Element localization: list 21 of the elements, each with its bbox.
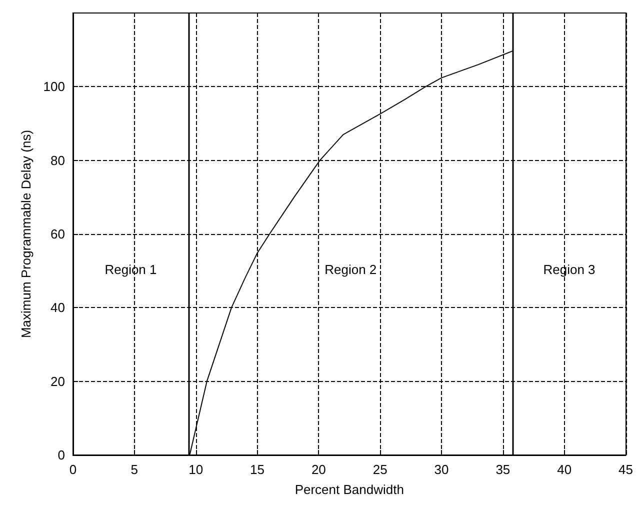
annotation: Region 1 — [104, 262, 157, 277]
x-tick-label: 20 — [311, 462, 326, 477]
y-tick-label: 100 — [43, 79, 65, 94]
x-tick-label: 15 — [250, 462, 264, 477]
y-tick-label: 40 — [50, 300, 65, 316]
x-tick-label: 5 — [130, 462, 138, 477]
x-axis-title: Percent Bandwidth — [294, 482, 404, 497]
annotation: Region 3 — [543, 262, 596, 277]
y-tick-label: 60 — [50, 226, 65, 242]
x-tick-label: 10 — [188, 462, 204, 477]
y-tick-label: 20 — [50, 374, 65, 389]
x-tick-label: 30 — [434, 462, 449, 477]
x-tick-label: 25 — [372, 462, 388, 477]
x-tick-label: 35 — [496, 462, 510, 477]
x-tick-label: 40 — [557, 462, 572, 477]
x-tick-label: 0 — [69, 462, 77, 477]
y-tick-label: 0 — [58, 448, 65, 462]
y-axis-title: Maximum Programmable Delay (ns) — [18, 130, 34, 338]
annotation: Region 2 — [324, 262, 377, 277]
y-tick-label: 80 — [50, 152, 65, 168]
x-tick-label: 45 — [618, 462, 634, 477]
